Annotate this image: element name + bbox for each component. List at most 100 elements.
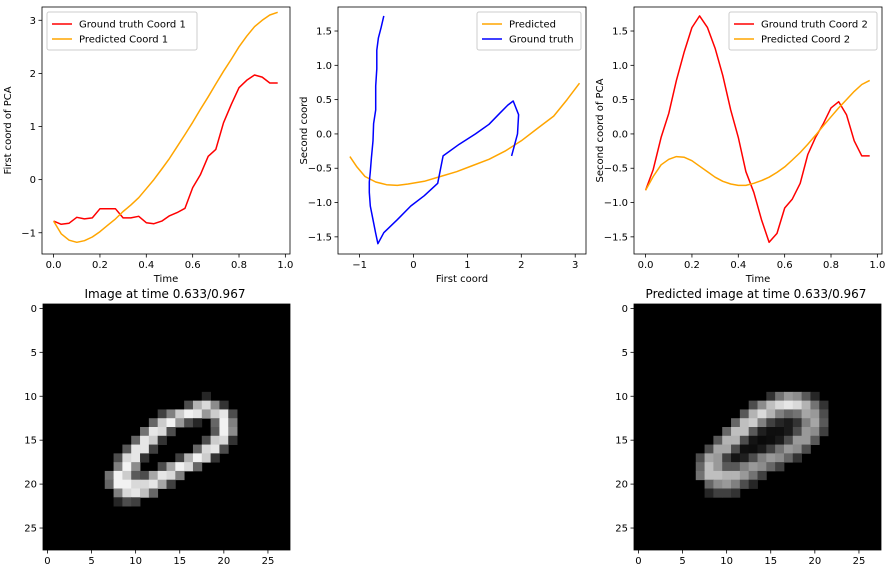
legend-label-1: Predicted Coord 1 [79, 35, 168, 46]
image-pixel [113, 453, 123, 463]
y-tick-label: 10 [24, 392, 37, 403]
x-tick-label: 0.2 [92, 260, 108, 271]
image-pixel [722, 470, 732, 481]
axes-frame [633, 6, 883, 255]
image-pixel [157, 462, 167, 472]
image-pixel [131, 470, 141, 481]
image-pixel [801, 418, 811, 428]
legend-frame [728, 11, 878, 51]
x-tick-label: 2 [518, 260, 524, 271]
image-pixel [783, 427, 794, 437]
y-tick-label: −1.0 [604, 198, 628, 209]
image-pixel [713, 470, 723, 481]
image-pixel [704, 462, 714, 472]
image-pixel [810, 435, 820, 445]
image-pixel [175, 409, 185, 419]
x-tick-label: 25 [262, 556, 275, 567]
y-tick-label: 0 [622, 304, 628, 315]
image-pixel [192, 418, 203, 428]
image-pixel [228, 418, 238, 428]
image-pixel [148, 470, 159, 481]
y-tick-label: 25 [24, 524, 37, 535]
image-pixel [731, 418, 741, 428]
series-line-0 [349, 82, 581, 187]
image-pixel [783, 453, 794, 463]
x-tick-label: 0.6 [777, 260, 793, 271]
x-tick-label: 0.0 [638, 260, 654, 271]
image-pixel [175, 470, 185, 481]
axes-frame [41, 6, 291, 255]
image-pixel [210, 453, 220, 463]
series-lines [349, 15, 581, 245]
image-pixel [766, 400, 776, 410]
series-line-0 [53, 74, 278, 226]
y-tick-label: −1.5 [308, 232, 332, 243]
image-pixel [157, 470, 167, 481]
image-pixel [157, 427, 167, 437]
x-tick-label: 20 [808, 556, 821, 567]
image-pixel [228, 435, 238, 445]
image-pixel [792, 418, 803, 428]
legend-frame [476, 11, 582, 51]
image-pixel [713, 453, 723, 463]
series-line-1 [52, 11, 278, 244]
y-tick-label: 5 [622, 348, 628, 359]
image-pixel [766, 418, 776, 428]
image-pixel [775, 427, 785, 437]
legend: Predicted Ground truth [476, 11, 582, 51]
image-pixel [810, 391, 820, 402]
axes-frame [42, 303, 291, 551]
legend: Ground truth Coord 2 Predicted Coord 2 [728, 11, 878, 51]
image-pixel [739, 427, 750, 437]
y-tick-label: 1.5 [612, 27, 628, 38]
legend-label-0: Ground truth Coord 2 [761, 20, 868, 31]
image-pixel [713, 435, 723, 445]
y-tick-label: 10 [615, 392, 628, 403]
image-pixel [192, 453, 203, 463]
image-pixel [131, 479, 141, 489]
ground-truth-image-title: Image at time 0.633/0.967 [85, 287, 246, 301]
image-pixel [713, 488, 723, 498]
image-pixel [775, 444, 785, 454]
coord1-time-panel: Ground truth Coord 1 Predicted Coord 1 0.0… [3, 6, 293, 285]
x-tick-label: 1.0 [277, 260, 293, 271]
image-pixel [122, 444, 132, 454]
y-axis-label: First coord of PCA [3, 86, 14, 174]
image-pixel [713, 444, 723, 454]
image-pixel [192, 462, 203, 472]
image-pixel [140, 435, 150, 445]
image-pixel [704, 453, 714, 463]
x-tick-label: 15 [173, 556, 186, 567]
image-pixel [722, 462, 732, 472]
image-pixel [783, 435, 794, 445]
image-pixel [166, 427, 176, 437]
image-pixel [775, 409, 785, 419]
image-pixel [704, 470, 714, 481]
x-tick-label: 0.4 [138, 260, 154, 271]
x-tick-label: 15 [764, 556, 777, 567]
image-pixel [122, 497, 132, 507]
image-pixel [219, 409, 229, 419]
y-tick-label: 1.0 [316, 61, 332, 72]
image-pixel [775, 435, 785, 445]
image-pixel [739, 409, 750, 419]
image-pixel [748, 479, 758, 489]
image-pixel [219, 418, 229, 428]
image-pixel [131, 462, 141, 472]
image-pixel [219, 444, 229, 454]
image-pixel [792, 444, 803, 454]
image-pixel [131, 453, 141, 463]
image-pixel [713, 462, 723, 472]
x-tick-label: 1 [464, 260, 470, 271]
image-pixel [783, 444, 794, 454]
image-pixel [748, 444, 758, 454]
image-pixel [810, 427, 820, 437]
image-pixel [819, 400, 829, 410]
y-tick-label: 1.0 [612, 61, 628, 72]
predicted-image-title: Predicted image at time 0.633/0.967 [646, 287, 867, 301]
image-pixel [175, 453, 185, 463]
series-line-0 [644, 15, 870, 244]
y-tick-label: 25 [615, 524, 628, 535]
image-pixel [219, 427, 229, 437]
y-tick-label: 0 [30, 175, 36, 186]
